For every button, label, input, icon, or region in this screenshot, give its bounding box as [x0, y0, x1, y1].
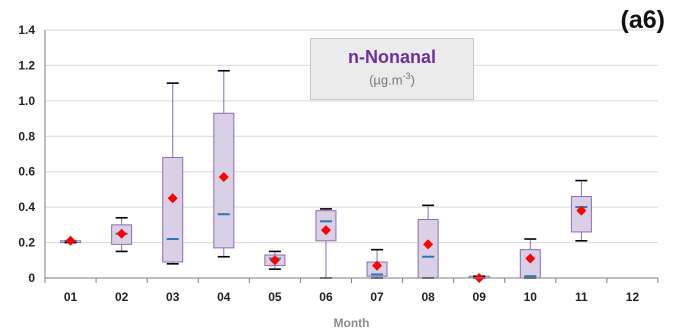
unit-suffix: ): [410, 72, 415, 88]
mean-marker: [320, 225, 331, 236]
box-month-06: [315, 208, 337, 279]
mean-marker: [269, 255, 280, 266]
y-axis-ticks: 0 0.2 0.4 0.6 0.8 1.0 1.2 1.4: [18, 23, 35, 285]
chart-title-box: n-Nonanal (µg.m-3): [310, 38, 474, 100]
x-axis-label: Month: [334, 316, 370, 330]
panel-label: (a6): [620, 6, 665, 34]
y-tick-label: 0.6: [18, 165, 35, 179]
chart-title: n-Nonanal: [348, 47, 436, 67]
x-tick-label: 07: [370, 290, 384, 304]
y-tick-label: 0: [28, 271, 35, 285]
box-series: [60, 69, 592, 283]
x-tick-label: 02: [115, 290, 129, 304]
x-tick-label: 01: [64, 290, 78, 304]
y-tick-label: 0.8: [18, 129, 35, 143]
unit-exponent: -3: [402, 71, 411, 81]
box-month-05: [264, 250, 286, 270]
unit-prefix: (µg.m: [369, 72, 403, 88]
y-tick-label: 1.2: [18, 58, 35, 72]
y-tick-label: 1.4: [18, 23, 35, 37]
mean-marker: [576, 205, 587, 216]
x-tick-label: 03: [166, 290, 180, 304]
mean-marker: [116, 228, 127, 239]
box-month-10: [519, 238, 541, 279]
x-tick-label: 11: [575, 290, 588, 304]
y-tick-label: 0.4: [18, 200, 35, 214]
mean-marker: [218, 172, 229, 183]
y-tick-label: 0.2: [18, 236, 35, 250]
x-axis-ticks: 01 02 03 04 05 06 07 08 09 10 11 12: [44, 278, 659, 304]
unit-label: (µg.m-3): [311, 71, 473, 87]
box-month-01: [60, 235, 82, 246]
mean-marker: [167, 193, 178, 204]
box: [162, 157, 184, 263]
box-month-07: [366, 248, 388, 279]
box-month-08: [417, 204, 439, 279]
x-tick-label: 09: [473, 290, 487, 304]
mean-marker: [65, 235, 76, 246]
x-tick-label: 05: [268, 290, 282, 304]
x-tick-label: 08: [421, 290, 435, 304]
x-tick-label: 12: [626, 290, 640, 304]
x-tick-label: 06: [319, 290, 333, 304]
box-month-02: [111, 216, 133, 253]
box-month-04: [213, 69, 235, 258]
mean-marker: [525, 253, 536, 264]
x-tick-label: 10: [524, 290, 538, 304]
mean-marker: [372, 260, 383, 271]
mean-marker: [423, 239, 434, 250]
x-tick-label: 04: [217, 290, 231, 304]
y-tick-label: 1.0: [18, 94, 35, 108]
box-month-11: [570, 179, 592, 242]
box-month-03: [162, 82, 184, 265]
